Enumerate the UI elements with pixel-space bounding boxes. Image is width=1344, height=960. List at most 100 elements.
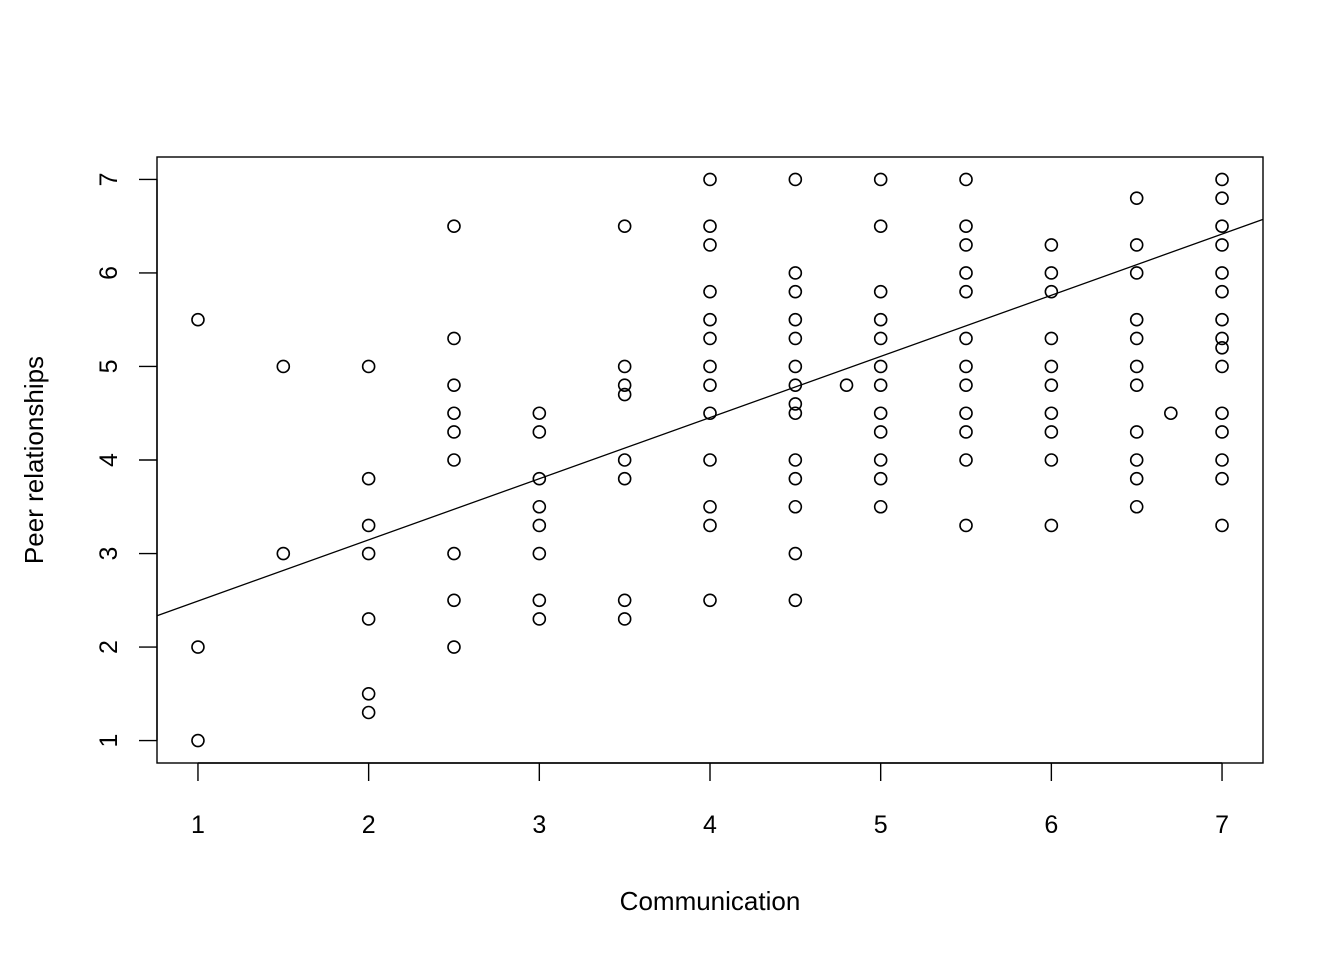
y-tick-label: 1 bbox=[95, 734, 123, 748]
x-tick-label: 3 bbox=[532, 811, 546, 839]
data-point bbox=[276, 359, 291, 374]
data-point bbox=[873, 284, 888, 299]
data-point bbox=[276, 546, 291, 561]
data-point bbox=[617, 593, 632, 608]
data-point bbox=[447, 453, 461, 467]
data-point bbox=[1164, 406, 1178, 421]
data-point bbox=[1215, 331, 1229, 346]
data-point bbox=[788, 453, 803, 467]
data-point bbox=[361, 359, 376, 374]
data-point bbox=[1215, 266, 1229, 280]
data-point bbox=[959, 406, 973, 421]
data-point bbox=[959, 266, 973, 280]
data-point bbox=[1129, 312, 1144, 327]
data-points bbox=[191, 172, 1229, 748]
data-point bbox=[959, 453, 973, 467]
data-point bbox=[447, 640, 461, 654]
data-point bbox=[959, 284, 973, 299]
data-point bbox=[1215, 518, 1229, 533]
data-point bbox=[532, 499, 547, 514]
data-point bbox=[361, 612, 376, 626]
data-point bbox=[1215, 219, 1229, 234]
data-point bbox=[959, 425, 973, 439]
data-point bbox=[703, 359, 717, 374]
y-tick-label: 5 bbox=[95, 360, 123, 374]
x-tick-label: 2 bbox=[362, 811, 376, 839]
data-point bbox=[703, 453, 717, 467]
data-point bbox=[959, 219, 973, 234]
data-point bbox=[447, 425, 461, 439]
x-axis-title: Communication bbox=[620, 886, 801, 916]
data-point bbox=[1215, 191, 1229, 205]
data-point bbox=[1044, 359, 1059, 374]
data-point bbox=[1044, 238, 1059, 252]
data-point bbox=[788, 593, 803, 608]
data-point bbox=[191, 312, 205, 327]
data-point bbox=[788, 471, 803, 486]
data-point bbox=[788, 359, 803, 374]
data-point bbox=[839, 378, 854, 392]
data-point bbox=[703, 284, 717, 299]
data-point bbox=[532, 518, 547, 533]
regression-line bbox=[156, 218, 1264, 617]
y-tick-label: 4 bbox=[95, 453, 123, 467]
data-point bbox=[1129, 238, 1144, 252]
data-point bbox=[1044, 406, 1059, 421]
data-point bbox=[1129, 471, 1144, 486]
data-point bbox=[1215, 406, 1229, 421]
data-point bbox=[788, 172, 803, 187]
data-point bbox=[617, 453, 632, 467]
data-point bbox=[1215, 238, 1229, 252]
data-point bbox=[703, 518, 717, 533]
x-tick-label: 6 bbox=[1044, 811, 1058, 839]
y-tick-label: 2 bbox=[95, 640, 123, 654]
data-point bbox=[447, 331, 461, 346]
data-point bbox=[1215, 471, 1229, 486]
y-tick-label: 6 bbox=[95, 266, 123, 280]
x-tick-label: 4 bbox=[703, 811, 717, 839]
data-point bbox=[873, 359, 888, 374]
data-point bbox=[873, 406, 888, 421]
data-point bbox=[447, 406, 461, 421]
data-point bbox=[532, 406, 547, 421]
data-point bbox=[873, 172, 888, 187]
x-tick-label: 1 bbox=[191, 811, 205, 839]
data-point bbox=[1215, 359, 1229, 374]
data-point bbox=[361, 546, 376, 561]
y-tick-label: 7 bbox=[95, 172, 123, 186]
data-point bbox=[1129, 453, 1144, 467]
data-point bbox=[617, 387, 632, 402]
x-tick-label: 5 bbox=[874, 811, 888, 839]
data-point bbox=[703, 406, 717, 421]
data-point bbox=[361, 686, 376, 701]
data-point bbox=[788, 499, 803, 514]
plot-frame bbox=[156, 156, 1264, 764]
data-point bbox=[447, 593, 461, 608]
data-point bbox=[788, 284, 803, 299]
data-point bbox=[617, 359, 632, 374]
data-point bbox=[1215, 340, 1229, 355]
data-point bbox=[959, 172, 973, 187]
data-point bbox=[617, 471, 632, 486]
data-point bbox=[959, 378, 973, 392]
data-point bbox=[788, 546, 803, 561]
data-point bbox=[1129, 331, 1144, 346]
data-point bbox=[703, 312, 717, 327]
data-point bbox=[1129, 191, 1144, 205]
data-point bbox=[617, 378, 632, 392]
data-point bbox=[1044, 331, 1059, 346]
data-point bbox=[1044, 378, 1059, 392]
data-point bbox=[873, 453, 888, 467]
data-point bbox=[788, 312, 803, 327]
data-point bbox=[703, 593, 717, 608]
data-point bbox=[447, 378, 461, 392]
data-point bbox=[447, 219, 461, 234]
y-axis-title: Peer relationships bbox=[19, 356, 49, 564]
data-point bbox=[1044, 453, 1059, 467]
data-point bbox=[532, 593, 547, 608]
data-point bbox=[361, 518, 376, 533]
data-point bbox=[1215, 284, 1229, 299]
data-point bbox=[1215, 312, 1229, 327]
data-point bbox=[617, 219, 632, 234]
